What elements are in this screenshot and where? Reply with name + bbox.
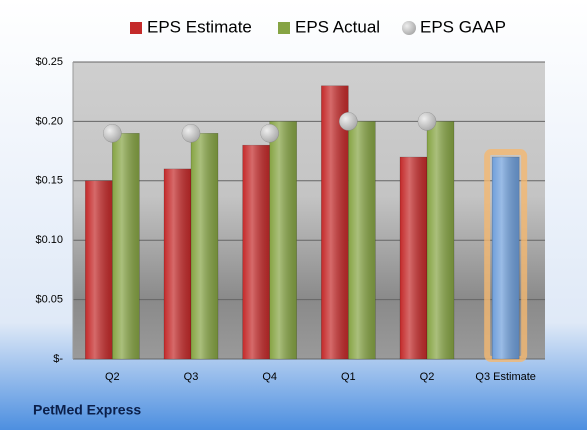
bar-shine <box>492 157 520 359</box>
point-shine <box>103 124 122 143</box>
bar-shine <box>400 157 427 359</box>
x-tick-label: Q4 <box>262 371 277 383</box>
point-shine <box>182 124 200 143</box>
bar-shine <box>321 85 349 359</box>
y-tick-label: $- <box>53 353 63 365</box>
bar-shine <box>348 121 376 360</box>
legend-label: EPS GAAP <box>420 17 506 36</box>
point-shine <box>339 112 358 131</box>
legend-marker <box>130 22 142 34</box>
y-tick-label: $0.20 <box>35 115 63 127</box>
point-shine <box>260 124 279 143</box>
bar-shine <box>242 145 270 359</box>
bar-shine <box>269 121 297 360</box>
y-tick-label: $0.25 <box>35 56 63 68</box>
y-tick-label: $0.05 <box>35 294 63 306</box>
x-tick-label: Q2 <box>105 371 120 383</box>
bar-shine <box>85 180 113 359</box>
bar-shine <box>164 168 191 359</box>
footer: PetMed Express <box>33 402 141 418</box>
legend-marker <box>278 22 290 34</box>
x-tick-label: Q2 <box>420 371 435 383</box>
bar-shine <box>112 133 140 359</box>
point-shine <box>418 112 436 131</box>
legend-label: EPS Actual <box>295 17 380 36</box>
y-tick-label: $0.10 <box>35 234 63 246</box>
plot-area <box>73 62 545 359</box>
x-tick-label: Q3 Estimate <box>475 371 536 383</box>
legend-shine <box>402 21 416 35</box>
x-tick-label: Q1 <box>341 371 356 383</box>
bar-shine <box>427 121 454 360</box>
y-tick-label: $0.15 <box>35 175 63 187</box>
x-tick-label: Q3 <box>184 371 199 383</box>
bar-shine <box>191 133 218 359</box>
legend-label: EPS Estimate <box>147 17 252 36</box>
